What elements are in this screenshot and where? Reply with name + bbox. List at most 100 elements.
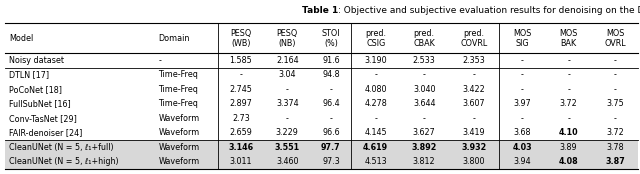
- Text: 3.644: 3.644: [413, 99, 435, 108]
- Text: 2.745: 2.745: [230, 85, 252, 94]
- Text: Time-Freq: Time-Freq: [158, 85, 198, 94]
- Text: pred.
CSIG: pred. CSIG: [365, 29, 386, 48]
- Text: -: -: [521, 114, 524, 123]
- Text: -: -: [567, 114, 570, 123]
- Text: PoCoNet [18]: PoCoNet [18]: [9, 85, 62, 94]
- Text: 4.145: 4.145: [364, 128, 387, 137]
- Text: 2.659: 2.659: [230, 128, 252, 137]
- Text: 2.897: 2.897: [230, 99, 252, 108]
- Text: Time-Freq: Time-Freq: [158, 99, 198, 108]
- Text: 2.164: 2.164: [276, 56, 299, 65]
- Text: -: -: [567, 85, 570, 94]
- Text: 4.03: 4.03: [513, 143, 532, 152]
- Text: 3.607: 3.607: [463, 99, 485, 108]
- Text: 4.10: 4.10: [559, 128, 579, 137]
- Text: 3.87: 3.87: [605, 157, 625, 166]
- Text: 3.422: 3.422: [463, 85, 485, 94]
- Text: 97.7: 97.7: [321, 143, 340, 152]
- Text: -: -: [286, 114, 289, 123]
- Bar: [5, 140, 638, 154]
- Text: 3.72: 3.72: [606, 128, 624, 137]
- Text: -: -: [472, 114, 476, 123]
- Text: -: -: [521, 70, 524, 79]
- Text: : Objective and subjective evaluation results for denoising on the DNS no-reverb: : Objective and subjective evaluation re…: [338, 6, 640, 15]
- Text: MOS
OVRL: MOS OVRL: [604, 29, 626, 48]
- Text: 3.460: 3.460: [276, 157, 298, 166]
- Text: 3.374: 3.374: [276, 99, 299, 108]
- Text: STOI
(%): STOI (%): [322, 29, 340, 48]
- Text: 3.800: 3.800: [463, 157, 485, 166]
- Text: Waveform: Waveform: [158, 143, 200, 152]
- Text: 3.932: 3.932: [461, 143, 486, 152]
- Text: Domain: Domain: [158, 34, 189, 43]
- Text: -: -: [330, 85, 332, 94]
- Text: 3.011: 3.011: [230, 157, 252, 166]
- Text: MOS
SIG: MOS SIG: [513, 29, 532, 48]
- Text: 91.6: 91.6: [322, 56, 340, 65]
- Text: PESQ
(WB): PESQ (WB): [230, 29, 252, 48]
- Text: -: -: [521, 85, 524, 94]
- Text: 2.353: 2.353: [463, 56, 485, 65]
- Text: 3.97: 3.97: [513, 99, 531, 108]
- Text: -: -: [472, 70, 476, 79]
- Text: Time-Freq: Time-Freq: [158, 70, 198, 79]
- Text: -: -: [158, 56, 161, 65]
- Text: 4.080: 4.080: [364, 85, 387, 94]
- Text: -: -: [614, 70, 616, 79]
- Text: 3.75: 3.75: [606, 99, 624, 108]
- Text: -: -: [614, 85, 616, 94]
- Text: DTLN [17]: DTLN [17]: [9, 70, 49, 79]
- Text: 3.94: 3.94: [513, 157, 531, 166]
- Text: 4.08: 4.08: [559, 157, 579, 166]
- Text: 3.146: 3.146: [228, 143, 253, 152]
- Text: 2.533: 2.533: [413, 56, 436, 65]
- Text: pred.
COVRL: pred. COVRL: [460, 29, 488, 48]
- Text: -: -: [567, 70, 570, 79]
- Text: -: -: [614, 56, 616, 65]
- Text: 3.78: 3.78: [606, 143, 624, 152]
- Text: 4.619: 4.619: [363, 143, 388, 152]
- Text: Model: Model: [9, 34, 33, 43]
- Text: 3.68: 3.68: [514, 128, 531, 137]
- Text: -: -: [374, 114, 377, 123]
- Text: 1.585: 1.585: [230, 56, 252, 65]
- Text: Noisy dataset: Noisy dataset: [9, 56, 64, 65]
- Text: 3.190: 3.190: [364, 56, 387, 65]
- Text: 3.040: 3.040: [413, 85, 435, 94]
- Text: CleanUNet (N = 5, ℓ₁+high): CleanUNet (N = 5, ℓ₁+high): [9, 157, 118, 166]
- Text: -: -: [423, 70, 426, 79]
- Text: -: -: [614, 114, 616, 123]
- Text: -: -: [374, 70, 377, 79]
- Text: 3.812: 3.812: [413, 157, 436, 166]
- Text: 3.04: 3.04: [278, 70, 296, 79]
- Text: 96.4: 96.4: [322, 99, 340, 108]
- Text: -: -: [521, 56, 524, 65]
- Text: Waveform: Waveform: [158, 157, 200, 166]
- Text: pred.
CBAK: pred. CBAK: [413, 29, 435, 48]
- Text: 96.6: 96.6: [322, 128, 340, 137]
- Text: -: -: [423, 114, 426, 123]
- Text: FAIR-denoiser [24]: FAIR-denoiser [24]: [9, 128, 83, 137]
- Text: 2.73: 2.73: [232, 114, 250, 123]
- Text: 4.278: 4.278: [364, 99, 387, 108]
- Text: 97.3: 97.3: [322, 157, 340, 166]
- Text: -: -: [239, 70, 243, 79]
- Text: FullSubNet [16]: FullSubNet [16]: [9, 99, 70, 108]
- Text: 3.627: 3.627: [413, 128, 436, 137]
- Text: Waveform: Waveform: [158, 114, 200, 123]
- Text: PESQ
(NB): PESQ (NB): [276, 29, 298, 48]
- Text: 3.551: 3.551: [275, 143, 300, 152]
- Text: 4.513: 4.513: [364, 157, 387, 166]
- Bar: [5, 154, 638, 169]
- Text: -: -: [286, 85, 289, 94]
- Text: CleanUNet (N = 5, ℓ₁+full): CleanUNet (N = 5, ℓ₁+full): [9, 143, 113, 152]
- Text: Conv-TasNet [29]: Conv-TasNet [29]: [9, 114, 77, 123]
- Text: 3.892: 3.892: [412, 143, 437, 152]
- Text: 3.89: 3.89: [560, 143, 577, 152]
- Text: -: -: [330, 114, 332, 123]
- Text: Waveform: Waveform: [158, 128, 200, 137]
- Text: 3.72: 3.72: [560, 99, 577, 108]
- Text: MOS
BAK: MOS BAK: [559, 29, 578, 48]
- Text: -: -: [567, 56, 570, 65]
- Text: 3.229: 3.229: [276, 128, 299, 137]
